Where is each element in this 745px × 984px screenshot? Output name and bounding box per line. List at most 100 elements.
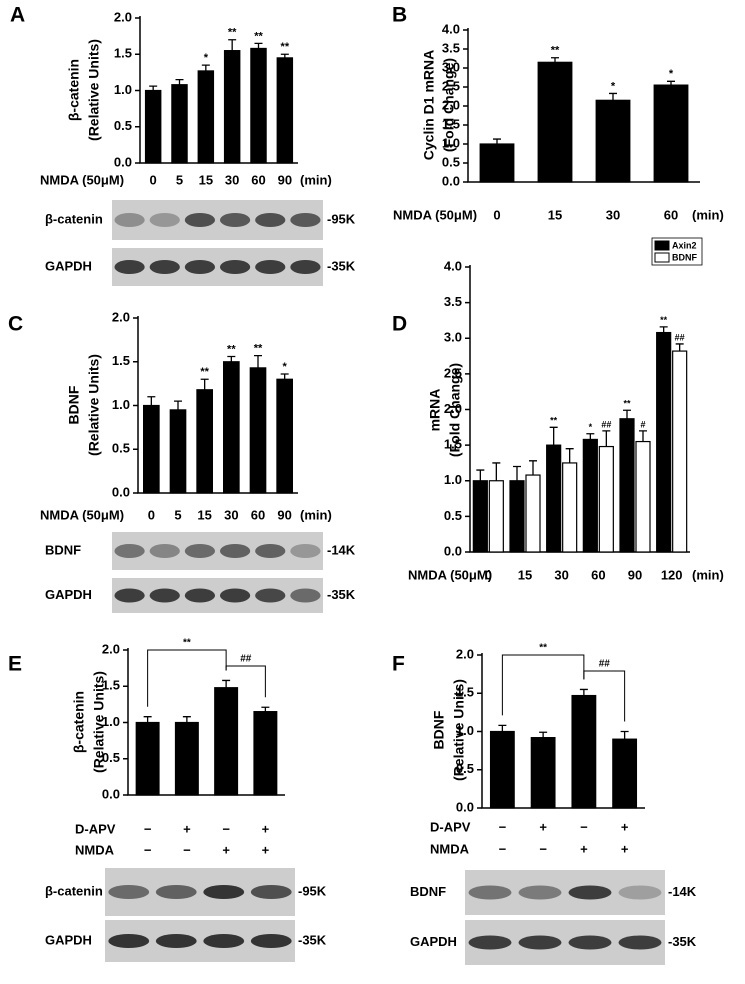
blot-band xyxy=(255,260,286,274)
error-bar xyxy=(579,688,588,696)
blot-band xyxy=(219,544,251,558)
error-bar xyxy=(623,409,631,419)
significance: ** xyxy=(200,366,209,378)
condition-sign: + xyxy=(262,842,270,857)
y-tick-label: 4.0 xyxy=(442,21,460,36)
x-tick-label: 120 xyxy=(661,567,683,582)
y-tick-label: 0.5 xyxy=(456,761,474,776)
significance: ## xyxy=(240,654,252,665)
x-tick-label: 30 xyxy=(225,172,239,187)
blot-band xyxy=(108,885,150,899)
blot-band xyxy=(568,885,612,900)
y-tick-label: 1.0 xyxy=(444,472,462,487)
bar xyxy=(223,361,240,494)
panel-letter: E xyxy=(8,653,22,676)
panel-letter: B xyxy=(392,4,407,27)
error-bar xyxy=(147,396,156,406)
significance: ** xyxy=(660,315,668,325)
y-tick-label: 1.5 xyxy=(114,46,132,61)
bar xyxy=(214,687,239,796)
blot-background xyxy=(112,248,323,286)
x-tick-label: 30 xyxy=(224,507,238,522)
x-tick-label: 5 xyxy=(174,507,181,522)
y-tick-label: 0.0 xyxy=(112,484,130,499)
bar xyxy=(489,730,515,809)
y-axis-label: (Fold Change) xyxy=(441,58,457,152)
panel-letter: F xyxy=(392,653,405,676)
y-tick-label: 2.0 xyxy=(102,641,120,656)
bar xyxy=(598,445,614,553)
significance: * xyxy=(283,361,288,373)
significance: ** xyxy=(551,45,560,57)
blot-band xyxy=(219,260,251,274)
bar xyxy=(135,721,160,796)
bar xyxy=(171,84,188,164)
blot-band xyxy=(255,213,286,227)
error-bar xyxy=(492,462,501,481)
x-axis-label: NMDA (50μM) xyxy=(40,172,124,187)
condition-sign: + xyxy=(262,821,270,836)
y-tick-label: 3.5 xyxy=(442,40,460,55)
bar xyxy=(653,84,689,183)
y-tick-label: 3.0 xyxy=(442,59,460,74)
comparison-bracket xyxy=(147,649,227,707)
significance: * xyxy=(669,68,674,80)
bar xyxy=(250,47,267,164)
significance: * xyxy=(589,422,593,432)
blot-band xyxy=(290,588,321,603)
blot-band xyxy=(618,935,662,950)
y-axis-label: β-catenin xyxy=(66,59,82,121)
significance: * xyxy=(204,52,209,64)
x-axis-unit: (min) xyxy=(300,507,332,522)
y-tick-label: 2.0 xyxy=(114,9,132,24)
legend-label: BDNF xyxy=(672,252,697,262)
error-bar xyxy=(261,706,270,712)
condition-sign: + xyxy=(621,841,629,856)
y-tick-label: 2.0 xyxy=(456,646,474,661)
condition-sign: − xyxy=(222,821,230,836)
bar xyxy=(537,61,573,183)
y-axis-label: Cyclin D1 mRNA xyxy=(421,50,437,160)
y-axis-label: (Relative Units) xyxy=(86,354,102,456)
condition-label: NMDA xyxy=(75,842,115,857)
bar xyxy=(143,404,160,494)
blot-band xyxy=(149,260,180,274)
comparison-bracket xyxy=(501,654,585,716)
blot-label: GAPDH xyxy=(45,258,92,273)
significance: ** xyxy=(183,638,191,649)
bar xyxy=(635,440,651,553)
blot-band xyxy=(184,260,216,274)
bar xyxy=(530,737,556,809)
y-tick-label: 1.5 xyxy=(456,685,474,700)
blot-band xyxy=(568,935,612,950)
bar xyxy=(571,694,597,809)
x-tick-label: 60 xyxy=(591,567,605,582)
bar xyxy=(223,50,241,164)
blot-background xyxy=(112,532,323,570)
y-tick-label: 0.0 xyxy=(456,799,474,814)
y-tick-label: 2.0 xyxy=(442,97,460,112)
condition-sign: + xyxy=(621,819,629,834)
bar xyxy=(546,444,562,553)
x-axis-unit: (min) xyxy=(692,207,724,222)
blot-marker: -35K xyxy=(327,587,356,602)
error-bar xyxy=(565,448,574,463)
x-axis-label: NMDA (50μM) xyxy=(393,207,477,222)
blot-band xyxy=(255,544,286,558)
bar xyxy=(582,438,598,553)
bar xyxy=(174,721,199,796)
blot-band xyxy=(468,935,512,950)
bar xyxy=(562,462,578,553)
legend-swatch xyxy=(654,252,670,263)
error-bar xyxy=(476,469,485,481)
bar xyxy=(249,367,267,494)
y-tick-label: 1.5 xyxy=(442,116,460,131)
y-tick-label: 1.5 xyxy=(444,437,462,452)
blot-band xyxy=(518,935,562,950)
x-tick-label: 0 xyxy=(493,207,500,222)
blot-band xyxy=(290,544,321,558)
x-tick-label: 15 xyxy=(518,567,532,582)
error-bar xyxy=(254,354,262,368)
blot-marker: -35K xyxy=(668,934,697,949)
condition-label: D-APV xyxy=(75,821,116,836)
